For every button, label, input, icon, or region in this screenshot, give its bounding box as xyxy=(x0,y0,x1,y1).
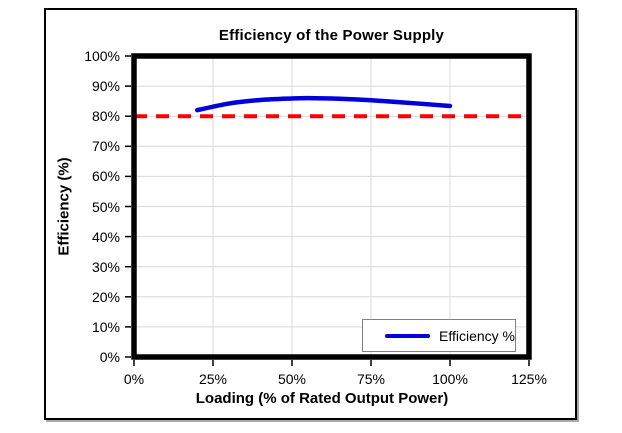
y-axis-title: Efficiency (%) xyxy=(55,157,73,256)
chart-frame: Efficiency of the Power Supply 0% 10% 20% 3… xyxy=(44,8,577,420)
legend-series-label: Efficiency % xyxy=(439,327,515,344)
legend: Efficiency % xyxy=(362,319,516,352)
legend-line-sample xyxy=(385,333,430,338)
x-axis-title: Loading (% of Rated Output Power) xyxy=(195,390,449,407)
plot-area xyxy=(125,53,532,366)
y-axis-title-container: Efficiency (%) xyxy=(53,56,75,357)
chart-title: Efficiency of the Power Supply xyxy=(218,27,445,44)
